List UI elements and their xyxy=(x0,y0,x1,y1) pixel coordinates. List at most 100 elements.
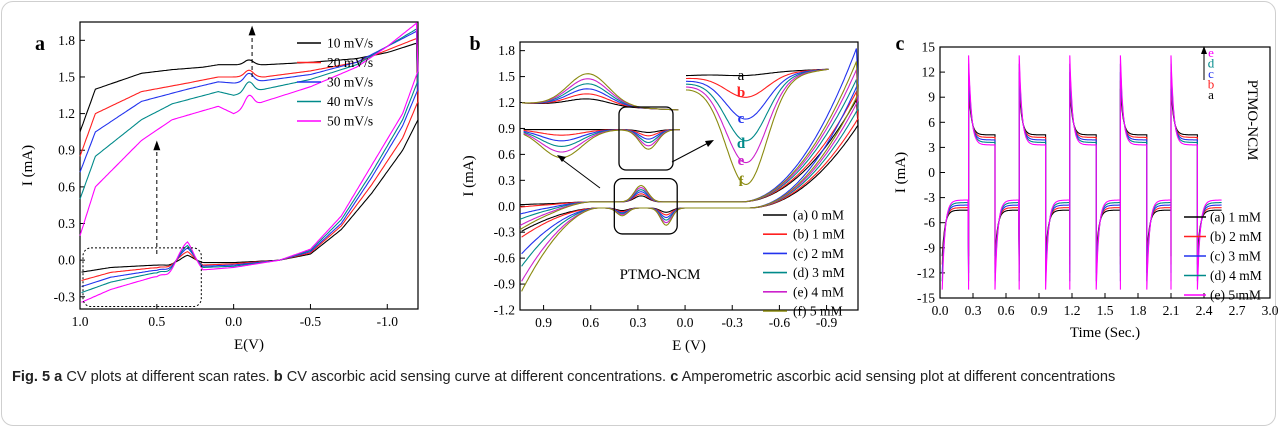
c-legend-label: (a) 1 mM xyxy=(1210,210,1261,225)
c-legend-label: (b) 2 mM xyxy=(1210,229,1262,244)
b-legend-label: (f) 5 mM xyxy=(793,304,843,319)
a-plot-frame xyxy=(79,21,419,310)
b-inset-left-line xyxy=(523,129,680,142)
b-inset-left-box xyxy=(618,106,674,171)
b-y-tick-label: 0.6 xyxy=(498,147,515,162)
c-y-tick-label: -12 xyxy=(917,265,935,280)
b-inset-curve-label: a xyxy=(738,68,745,84)
a-y-tick-label: 0.0 xyxy=(58,253,75,268)
figure-canvas: 1.0 0.5 0.0 -0.5 -1.0 -0.3 0.0 0.3 0.6 0.9 1.2 1.5 1… xyxy=(20,21,1279,354)
b-y-tick-label: 1.5 xyxy=(498,69,515,84)
b-legend-label: (a) 0 mM xyxy=(793,208,844,223)
c-annotation: PTMO-NCM xyxy=(1244,80,1260,161)
b-inset-curve-label: e xyxy=(738,153,745,169)
b-inset-left-line xyxy=(523,129,681,159)
c-series-line xyxy=(941,72,1222,273)
c-y-tick-label: 12 xyxy=(922,65,936,80)
a-legend-label: 30 mV/s xyxy=(327,75,373,90)
b-arrow-to-left-inset xyxy=(559,157,601,189)
a-y-tick-label: 0.3 xyxy=(58,216,75,231)
b-x-tick-label: 0.3 xyxy=(629,315,646,330)
c-x-tick-label: 3.0 xyxy=(1262,303,1279,318)
b-legend-label: (b) 1 mM xyxy=(793,227,845,242)
b-inset-curve-label: d xyxy=(737,136,746,152)
b-inset-right-line xyxy=(686,68,829,98)
a-panel-letter: a xyxy=(35,33,45,55)
b-y-tick-label: 0.0 xyxy=(498,199,515,214)
b-inset-left-line xyxy=(522,78,679,111)
b-inset-left-line xyxy=(523,129,680,133)
b-inset-left-line xyxy=(522,73,679,111)
b-inset-right-line xyxy=(686,68,829,77)
a-x-tick-label: 0.5 xyxy=(148,314,165,329)
b-inset-right-line xyxy=(686,68,829,120)
panel-a: 1.0 0.5 0.0 -0.5 -1.0 -0.3 0.0 0.3 0.6 0.9 1.2 1.5 1… xyxy=(20,21,419,353)
c-series-line xyxy=(941,80,1222,265)
b-series-line xyxy=(519,48,859,255)
b-y-tick-label: -1.2 xyxy=(494,303,515,318)
c-side-label: c xyxy=(1208,66,1214,81)
caption-c-text: Amperometric ascorbic acid sensing plot … xyxy=(681,369,1116,385)
a-y-tick-label: 1.2 xyxy=(58,106,75,121)
b-y-tick-label: 1.8 xyxy=(498,43,515,58)
c-x-tick-label: 2.1 xyxy=(1163,303,1180,318)
c-x-axis-label: Time (Sec.) xyxy=(1070,325,1140,341)
b-x-tick-label: 0.0 xyxy=(677,315,694,330)
a-y-axis-label: I (mA) xyxy=(20,145,36,186)
c-x-tick-label: 0.6 xyxy=(998,303,1015,318)
c-y-tick-label: 15 xyxy=(922,40,936,55)
c-x-tick-label: 1.2 xyxy=(1064,303,1081,318)
b-y-tick-label: -0.9 xyxy=(494,277,516,292)
caption-fig-label: Fig. 5 xyxy=(12,369,51,385)
caption-b-text: CV ascorbic acid sensing curve at differ… xyxy=(286,369,667,385)
b-inset-curve-label: f xyxy=(739,174,745,190)
b-series-line xyxy=(519,61,859,292)
b-arrow-to-right-inset xyxy=(671,141,711,163)
b-y-tick-label: -0.6 xyxy=(494,251,516,266)
b-inset-right-line xyxy=(686,68,829,142)
b-zoom-box xyxy=(613,177,678,235)
b-inset-left-line xyxy=(523,129,681,153)
a-series-line xyxy=(79,22,419,303)
c-legend-label: (e) 5 mM xyxy=(1210,288,1261,303)
b-x-tick-label: -0.9 xyxy=(816,315,838,330)
c-y-axis-label: I (mA) xyxy=(893,152,909,193)
c-y-tick-label: -15 xyxy=(917,291,935,306)
b-inset-left-line xyxy=(523,129,680,147)
b-legend-label: (d) 3 mM xyxy=(793,265,845,280)
c-x-tick-label: 0.3 xyxy=(965,303,982,318)
figure-caption: Fig. 5 a CV plots at different scan rate… xyxy=(12,367,1267,387)
c-y-tick-label: -3 xyxy=(924,190,935,205)
caption-a-label: a xyxy=(54,369,63,385)
a-legend-label: 10 mV/s xyxy=(327,36,373,51)
b-y-tick-label: 0.9 xyxy=(498,121,515,136)
c-side-label: a xyxy=(1208,87,1214,102)
a-legend-label: 20 mV/s xyxy=(327,55,373,70)
a-x-tick-label: 1.0 xyxy=(72,314,89,329)
c-panel-letter: c xyxy=(896,33,905,55)
b-y-tick-label: 0.3 xyxy=(498,173,515,188)
c-y-tick-label: -9 xyxy=(924,240,935,255)
b-x-tick-label: 0.6 xyxy=(582,315,599,330)
c-side-label: d xyxy=(1208,56,1215,71)
b-legend-label: (e) 4 mM xyxy=(793,284,844,299)
c-x-tick-label: 0.9 xyxy=(1031,303,1048,318)
a-x-tick-label: -0.5 xyxy=(300,314,322,329)
caption-b-label: b xyxy=(273,369,283,385)
panel-c: 0.0 0.3 0.6 0.9 1.2 1.5 1.8 2.1 2.4 2.7 3.0 -15 -12 -… xyxy=(893,33,1279,341)
b-legend-label: (c) 2 mM xyxy=(793,246,844,261)
c-legend-label: (d) 4 mM xyxy=(1210,268,1262,283)
b-inset-right-line xyxy=(685,68,829,164)
b-y-tick-label: 1.2 xyxy=(498,95,515,110)
b-x-axis-label: E (V) xyxy=(672,338,706,354)
c-side-label: b xyxy=(1208,77,1215,92)
a-peak-arrow-head xyxy=(248,25,256,36)
b-y-axis-label: I (mA) xyxy=(461,155,477,196)
c-y-tick-label: 9 xyxy=(928,90,935,105)
b-panel-letter: b xyxy=(469,33,480,55)
c-x-tick-label: 1.5 xyxy=(1097,303,1114,318)
b-arrow-head xyxy=(557,155,566,162)
b-annotation: PTMO-NCM xyxy=(620,267,701,283)
panel-b: 0.9 0.6 0.3 0.0 -0.3 -0.6 -0.9 -1.2 -0.9 -0.6 -0.3… xyxy=(461,33,859,354)
c-side-label: e xyxy=(1208,45,1214,60)
